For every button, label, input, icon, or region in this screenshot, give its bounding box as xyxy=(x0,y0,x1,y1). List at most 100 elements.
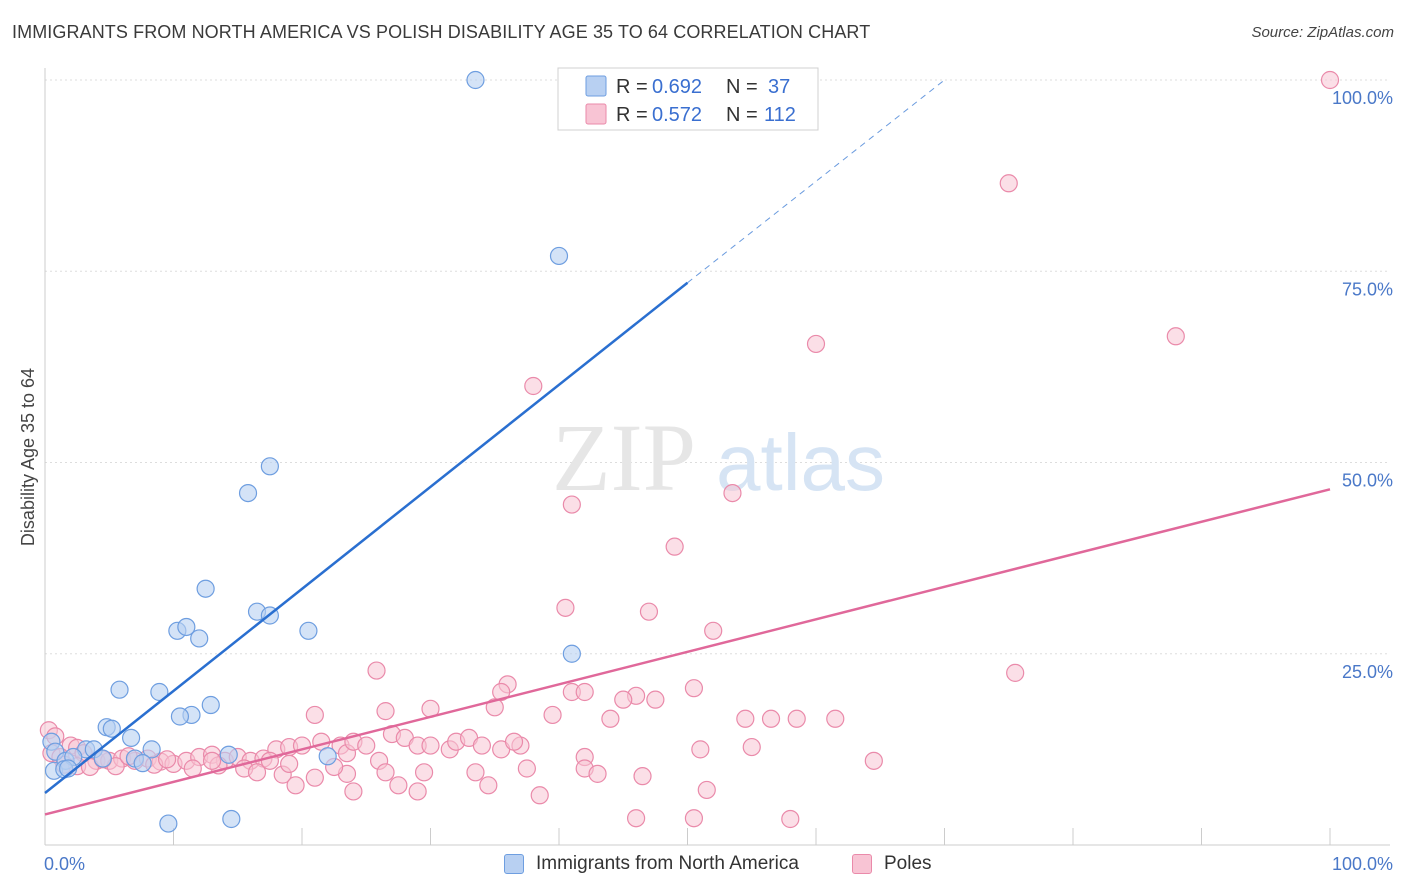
poles-point xyxy=(408,782,427,801)
poles-point xyxy=(247,763,267,782)
y-tick-label-75: 75.0% xyxy=(1342,279,1393,299)
chart-source: Source: ZipAtlas.com xyxy=(1251,24,1394,41)
bottom-legend: Immigrants from North America Poles xyxy=(0,850,1406,880)
north-america-points xyxy=(42,70,581,833)
poles-point xyxy=(472,736,491,755)
poles-point xyxy=(697,780,716,800)
north-america-point xyxy=(549,246,569,266)
axes xyxy=(44,68,1390,846)
stats-legend: R = 0.692 N = 37 R = 0.572 N = 112 xyxy=(557,67,819,131)
north-america-point xyxy=(201,695,220,715)
bottom-legend-swatch-poles xyxy=(852,854,872,874)
poles-point xyxy=(614,690,633,709)
poles-point xyxy=(1166,327,1185,346)
north-america-point xyxy=(93,749,112,768)
poles-trend-line xyxy=(44,488,1331,816)
watermark-zip: ZIP xyxy=(552,404,696,511)
watermark-atlas: atlas xyxy=(716,418,885,507)
legend-swatch-poles xyxy=(585,103,607,125)
poles-point xyxy=(601,709,620,728)
north-america-point xyxy=(159,814,178,833)
grid-lines xyxy=(45,79,1390,655)
trend-lines xyxy=(44,79,1331,816)
north-america-point xyxy=(219,745,238,764)
legend-r-value-2: 0.572 xyxy=(652,104,702,126)
legend-n-value-1: 37 xyxy=(768,76,790,98)
poles-point xyxy=(723,484,742,503)
poles-point xyxy=(286,776,305,795)
poles-point xyxy=(626,809,646,828)
bottom-legend-north-america: Immigrants from North America xyxy=(504,853,799,875)
bottom-legend-label-poles: Poles xyxy=(884,853,932,874)
north-america-point xyxy=(238,484,258,503)
poles-point xyxy=(157,750,177,769)
north-america-point xyxy=(299,621,318,640)
legend-n-label-1: N = xyxy=(726,76,758,98)
north-america-point xyxy=(102,719,121,738)
y-tick-labels: 25.0% 50.0% 75.0% 100.0% xyxy=(1332,88,1393,682)
poles-point xyxy=(864,751,883,770)
north-america-point xyxy=(562,644,581,663)
poles-point xyxy=(999,174,1018,193)
north-america-point xyxy=(466,70,485,90)
legend-r-label-1: R = xyxy=(616,76,648,98)
y-tick-label-100: 100.0% xyxy=(1332,88,1393,108)
poles-point xyxy=(492,682,511,702)
poles-point xyxy=(202,751,222,770)
north-america-point xyxy=(260,457,279,476)
y-tick-label-50: 50.0% xyxy=(1342,471,1393,491)
legend-n-value-2: 112 xyxy=(764,104,796,126)
y-axis-label: Disability Age 35 to 64 xyxy=(18,368,38,546)
x-tick-label-max: 100.0% xyxy=(1332,854,1393,874)
poles-point xyxy=(742,737,761,757)
bottom-legend-label-north-america: Immigrants from North America xyxy=(536,853,799,874)
north-america-point xyxy=(177,617,196,637)
poles-point xyxy=(305,768,324,787)
poles-point xyxy=(588,764,607,783)
poles-point xyxy=(684,679,704,698)
poles-point xyxy=(704,621,723,640)
poles-point xyxy=(305,705,324,725)
north-america-point xyxy=(150,682,169,702)
legend-r-value-1: 0.692 xyxy=(652,76,702,98)
north-america-point xyxy=(133,754,152,773)
poles-point xyxy=(781,809,800,829)
poles-point xyxy=(633,767,652,786)
poles-point xyxy=(787,709,806,728)
north-america-point xyxy=(196,579,215,598)
poles-point xyxy=(344,782,363,801)
poles-point xyxy=(806,334,826,354)
poles-point xyxy=(562,495,581,514)
north-america-point xyxy=(121,728,141,748)
poles-point xyxy=(280,754,299,774)
poles-point xyxy=(479,776,498,795)
north-america-point xyxy=(222,809,241,829)
poles-point xyxy=(543,705,562,725)
poles-point xyxy=(575,682,594,702)
legend-n-label-2: N = xyxy=(726,104,758,126)
bottom-legend-poles: Poles xyxy=(852,853,932,875)
poles-point xyxy=(524,376,543,396)
x-tick-label-min: 0.0% xyxy=(44,854,85,874)
poles-point xyxy=(421,736,440,755)
poles-point xyxy=(466,763,485,782)
poles-point xyxy=(1006,663,1025,682)
poles-point xyxy=(517,759,536,778)
north-america-point xyxy=(190,629,209,648)
north-america-point xyxy=(318,747,337,766)
poles-point xyxy=(504,732,524,751)
poles-point xyxy=(665,537,684,556)
chart-title: IMMIGRANTS FROM NORTH AMERICA VS POLISH … xyxy=(12,22,871,42)
poles-point xyxy=(414,763,434,782)
poles-point xyxy=(485,698,504,717)
legend-swatch-north-america xyxy=(585,75,607,97)
poles-point xyxy=(556,598,575,617)
poles-point xyxy=(684,809,704,828)
poles-point xyxy=(646,690,665,709)
poles-point xyxy=(639,602,659,621)
x-tick-labels: 0.0% 100.0% xyxy=(44,854,1393,874)
poles-point xyxy=(691,740,710,759)
poles-point xyxy=(736,709,755,728)
poles-point xyxy=(389,776,408,795)
